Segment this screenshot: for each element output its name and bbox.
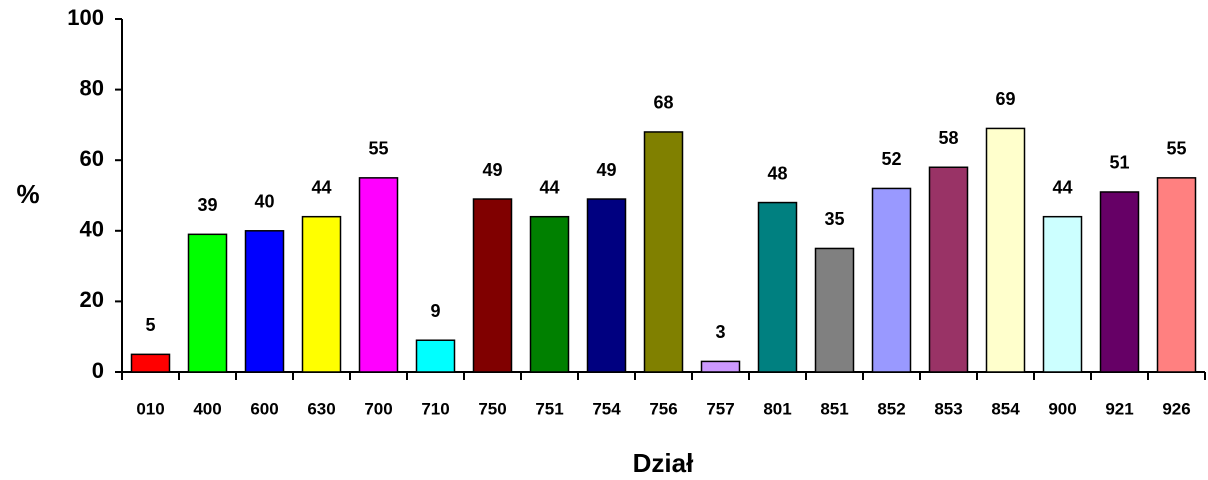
x-tick-label: 751 [535, 399, 563, 418]
data-label: 40 [254, 192, 274, 212]
data-label: 49 [596, 160, 616, 180]
bar [586, 198, 627, 373]
bar [358, 177, 399, 373]
x-tick-label: 852 [877, 399, 905, 418]
data-label: 55 [368, 139, 388, 159]
bar [1156, 177, 1197, 373]
x-tick-label: 400 [193, 399, 221, 418]
data-label: 44 [539, 177, 559, 197]
y-tick-label: 100 [67, 5, 104, 30]
data-label: 44 [311, 177, 331, 197]
bar [700, 360, 741, 373]
bar [472, 198, 513, 373]
y-axis-label: % [16, 179, 39, 209]
data-label: 58 [938, 128, 958, 148]
x-tick-label: 756 [649, 399, 677, 418]
bar [130, 353, 171, 373]
data-label: 39 [197, 195, 217, 215]
x-tick-label: 700 [364, 399, 392, 418]
data-label: 49 [482, 160, 502, 180]
x-tick-label: 630 [307, 399, 335, 418]
data-label: 68 [653, 93, 673, 113]
x-tick-label: 900 [1048, 399, 1076, 418]
y-tick-label: 0 [92, 358, 104, 383]
data-label: 51 [1109, 153, 1129, 173]
data-label: 48 [767, 163, 787, 183]
y-tick-label: 80 [80, 75, 104, 100]
x-tick-label: 921 [1105, 399, 1133, 418]
bar [187, 233, 228, 373]
data-label: 69 [995, 89, 1015, 109]
x-tick-label: 750 [478, 399, 506, 418]
y-tick-label: 40 [80, 217, 104, 242]
bar [415, 339, 456, 373]
bar [529, 215, 570, 373]
x-axis-label: Dział [633, 448, 694, 478]
bar [928, 166, 969, 373]
y-tick-label: 20 [80, 287, 104, 312]
x-tick-label: 757 [706, 399, 734, 418]
data-label: 3 [715, 322, 725, 342]
bar [1042, 215, 1083, 373]
x-tick-label: 851 [820, 399, 848, 418]
bar [244, 230, 285, 373]
bar [757, 201, 798, 373]
data-label: 55 [1166, 139, 1186, 159]
bar [985, 127, 1026, 373]
data-label: 9 [430, 301, 440, 321]
bar [1099, 191, 1140, 373]
x-tick-label: 801 [763, 399, 791, 418]
bar [301, 215, 342, 373]
x-tick-label: 926 [1162, 399, 1190, 418]
data-label: 5 [145, 315, 155, 335]
data-label: 44 [1052, 177, 1072, 197]
x-tick-label: 754 [592, 399, 621, 418]
bar [871, 187, 912, 373]
bar [814, 247, 855, 373]
x-tick-label: 600 [250, 399, 278, 418]
y-tick-label: 60 [80, 146, 104, 171]
data-label: 35 [824, 209, 844, 229]
x-tick-label: 853 [934, 399, 962, 418]
x-tick-label: 854 [991, 399, 1020, 418]
bar [643, 131, 684, 373]
data-label: 52 [881, 149, 901, 169]
x-tick-label: 710 [421, 399, 449, 418]
x-tick-label: 010 [136, 399, 164, 418]
